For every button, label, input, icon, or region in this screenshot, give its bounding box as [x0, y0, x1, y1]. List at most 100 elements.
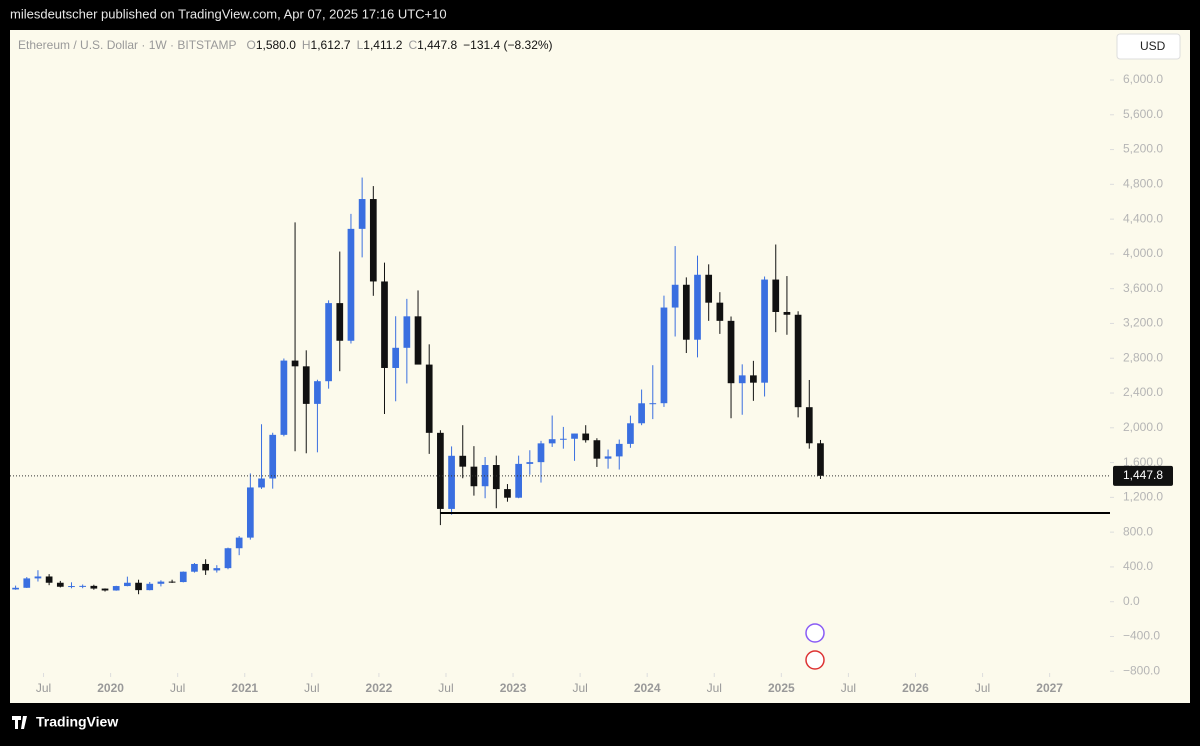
candle-body	[571, 433, 578, 439]
legend-value: 1,447.8	[417, 38, 457, 52]
candle-body	[403, 316, 411, 348]
last-price-box	[1113, 465, 1173, 486]
y-tick-label: 2,800.0	[1123, 350, 1163, 364]
candle-body	[638, 403, 645, 424]
x-tick-label: 2025	[768, 681, 795, 695]
candle-body	[314, 381, 321, 404]
candle-body	[381, 281, 388, 368]
candle-body	[783, 311, 791, 315]
x-tick-label: Jul	[707, 681, 722, 695]
x-tick-label: Jul	[841, 681, 856, 695]
x-tick-label: 2024	[634, 681, 661, 695]
y-tick-label: 2,400.0	[1123, 385, 1163, 399]
candle-body	[671, 284, 679, 308]
y-tick-label: −800.0	[1123, 663, 1160, 677]
candle-body	[45, 576, 53, 583]
event-icon[interactable]	[805, 650, 825, 670]
candle-body	[213, 568, 221, 571]
legend-symbol: Ethereum / U.S. Dollar · 1W · BITSTAMP	[18, 38, 236, 52]
candle-body	[425, 364, 433, 433]
candle-body	[269, 434, 277, 479]
x-tick-label: 2026	[902, 681, 929, 695]
y-tick-label: 400.0	[1123, 559, 1153, 573]
x-tick-label: Jul	[304, 681, 319, 695]
candle-body	[12, 587, 19, 590]
candle-body	[224, 548, 232, 569]
candle-body	[727, 320, 735, 384]
candle-body	[761, 279, 768, 383]
top-bar-text: milesdeutscher published on TradingView.…	[10, 6, 447, 21]
x-tick-label: Jul	[36, 681, 51, 695]
candle-body	[101, 588, 109, 591]
candle-body	[325, 303, 332, 382]
candle-body	[437, 432, 444, 509]
y-tick-label: 0.0	[1123, 594, 1140, 608]
candle-body	[302, 366, 310, 404]
candle-body	[258, 478, 265, 488]
y-tick-label: 5,200.0	[1123, 142, 1163, 156]
candle-body	[515, 463, 522, 498]
candle-body	[649, 403, 657, 405]
y-tick-label: 2,000.0	[1123, 420, 1163, 434]
candle-body	[772, 279, 780, 312]
x-tick-label: Jul	[975, 681, 990, 695]
currency-box	[1116, 33, 1181, 60]
candle-body	[369, 199, 377, 282]
plot	[12, 177, 824, 595]
candle-body	[112, 586, 120, 591]
candle-body	[90, 585, 98, 589]
candle-body	[448, 455, 455, 509]
legend: Ethereum / U.S. Dollar · 1W · BITSTAMP O1…	[18, 38, 553, 52]
footer: TradingView	[36, 714, 118, 730]
candle-body	[627, 423, 634, 444]
candle-body	[682, 284, 690, 340]
candle-body	[615, 443, 623, 457]
candle-body	[604, 456, 612, 459]
currency: USD	[1140, 39, 1166, 53]
x-tick-label: 2027	[1036, 681, 1063, 695]
last-price-label: 1,447.8	[1123, 468, 1163, 482]
candle-body	[738, 375, 746, 384]
candle-body	[504, 489, 511, 498]
legend-key: H	[302, 38, 311, 52]
candle-body	[560, 438, 567, 440]
y-tick-label: 4,000.0	[1123, 246, 1163, 260]
y-tick-label: 4,400.0	[1123, 211, 1163, 225]
candle-body	[157, 581, 165, 584]
x-tick-label: 2021	[231, 681, 258, 695]
candle-body	[124, 582, 131, 587]
candle-body	[56, 582, 64, 587]
x-tick-label: 2022	[366, 681, 393, 695]
legend-key: O	[246, 38, 255, 52]
y-tick-label: 5,600.0	[1123, 107, 1163, 121]
candle-body	[392, 347, 400, 368]
legend-value: 1,580.0	[256, 38, 296, 52]
legend-change: −131.4 (−8.32%)	[463, 38, 552, 52]
candle-body	[548, 439, 556, 444]
candle-body	[817, 443, 824, 476]
candle-body	[168, 581, 176, 583]
y-tick-label: 1,200.0	[1123, 490, 1163, 504]
candle-body	[794, 314, 802, 408]
candle-body	[246, 487, 254, 538]
candle-body	[593, 440, 601, 459]
candle-body	[146, 583, 154, 591]
event-icon[interactable]	[805, 623, 825, 643]
legend-key: C	[408, 38, 417, 52]
candle-body	[805, 407, 813, 444]
candle-body	[705, 274, 713, 303]
candle-body	[582, 433, 590, 441]
y-tick-label: 1,600.0	[1123, 455, 1163, 469]
x-tick-label: 2020	[97, 681, 124, 695]
candle-body	[280, 360, 288, 435]
y-tick-label: 4,800.0	[1123, 177, 1163, 191]
y-tick-label: 800.0	[1123, 524, 1153, 538]
x-tick-label: Jul	[572, 681, 587, 695]
candle-body	[537, 443, 545, 463]
y-tick-label: 3,200.0	[1123, 316, 1163, 330]
candle-body	[68, 586, 75, 588]
candle-body	[179, 571, 187, 583]
candle-body	[235, 537, 243, 549]
x-tick-label: Jul	[438, 681, 453, 695]
